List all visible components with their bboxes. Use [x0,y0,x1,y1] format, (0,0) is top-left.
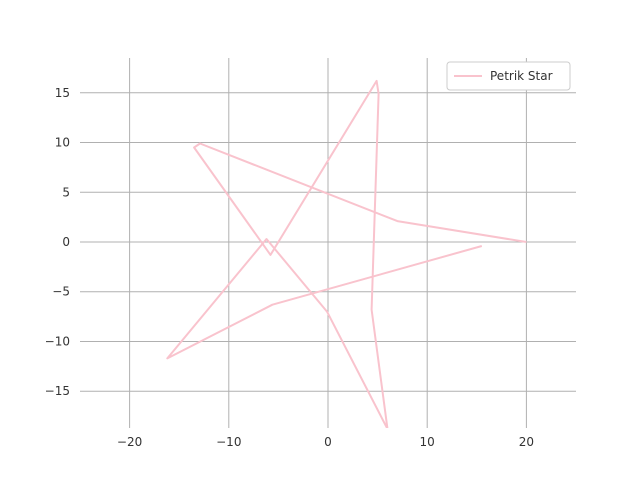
x-tick-label: −10 [216,435,241,449]
y-tick-label: −10 [45,334,70,348]
x-tick-label: 10 [420,435,435,449]
y-tick-label: 5 [62,185,70,199]
grid-lines [80,58,576,428]
legend-box [446,61,571,91]
y-tick-label: −5 [52,285,70,299]
legend-label: Petrik Star [490,69,553,83]
legend: Petrik Star [446,61,571,91]
x-tick-label: −20 [117,435,142,449]
y-tick-label: 15 [55,86,70,100]
x-tick-label: 0 [324,435,332,449]
x-tick-label: 20 [519,435,534,449]
y-tick-label: 0 [62,235,70,249]
y-tick-label: −15 [45,384,70,398]
series-line-petrik-star [166,79,527,428]
tick-labels: −20 −10 0 10 20 15 10 5 0 −5 −10 −15 [45,86,534,449]
series-layer [166,79,527,428]
y-tick-label: 10 [55,136,70,150]
